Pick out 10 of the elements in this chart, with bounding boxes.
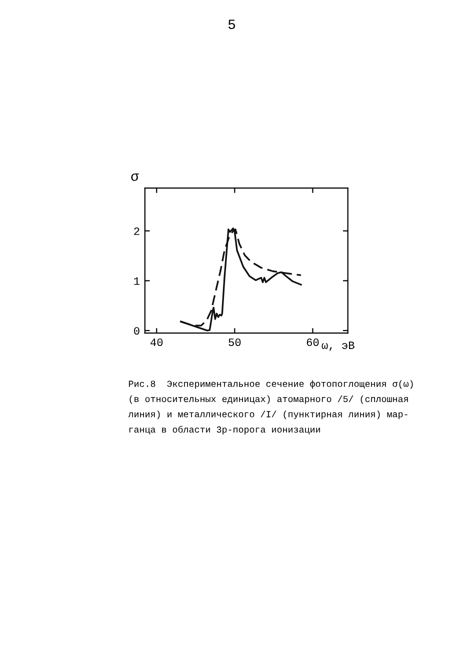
y-tick-label: 2	[134, 227, 140, 235]
x-tick-label: 60	[306, 338, 319, 346]
y-tick-label: 0	[134, 327, 140, 335]
text: 5	[228, 20, 236, 30]
x-tick-label: 40	[150, 338, 163, 346]
y-tick-label: 1	[134, 277, 140, 285]
x-tick-label: 50	[228, 338, 241, 346]
text: Рис.8 Экспериментальное сечение фотопоглощения σ(ω) (в относительных единицах) атомарного /5/ (сплошная линия) и металлического /I/ (пунктирная линия) мар- ганца в области 3р-порога ионизации	[128, 380, 413, 434]
y-axis-title: σ	[131, 173, 139, 181]
x-axis-title: ω, эВ	[322, 342, 354, 351]
